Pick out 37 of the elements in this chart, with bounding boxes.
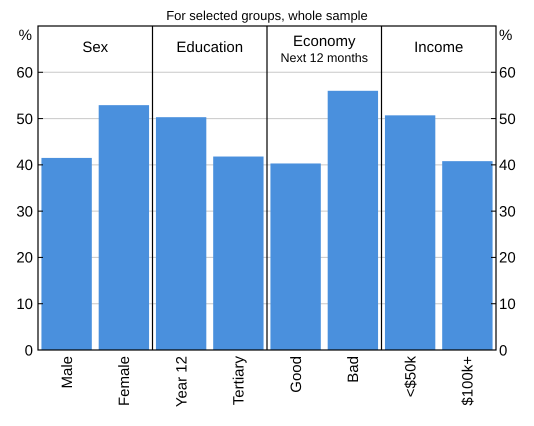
- x-tick-label: Male: [58, 356, 76, 389]
- y2-tick-label: 40: [499, 157, 516, 174]
- annotation: Education: [176, 39, 244, 56]
- bar: [384, 115, 436, 350]
- bar: [98, 105, 150, 350]
- annotation: Sex: [82, 39, 109, 56]
- annotation: Economy Next 12 months: [280, 33, 368, 65]
- x-tick-label: Year 12: [173, 356, 190, 408]
- y-tick-label: 20: [16, 250, 33, 267]
- bar: [156, 117, 206, 350]
- y2-tick-label: 20: [499, 250, 516, 267]
- bar: [213, 156, 264, 350]
- bar: [270, 163, 321, 350]
- x-tick-label: <$50k: [402, 356, 420, 398]
- bar: [442, 161, 493, 350]
- annotation: Income: [414, 39, 464, 56]
- chart-subtitle: For selected groups, whole sample: [166, 8, 368, 23]
- y2-tick-label: 60: [499, 64, 516, 82]
- y-tick-label: 50: [16, 110, 33, 128]
- bar: [328, 90, 378, 350]
- x-tick-label: $100k+: [460, 356, 477, 406]
- x-tick-label: Female: [116, 356, 134, 406]
- y-axis-title: %: [18, 27, 32, 44]
- y2-tick-label: 0: [499, 342, 508, 360]
- y-tick-label: 10: [16, 296, 33, 313]
- y-tick-label: 0: [24, 342, 33, 360]
- y-tick-label: 60: [16, 64, 33, 82]
- bar: [41, 158, 92, 350]
- x-tick-label: Good: [288, 356, 305, 393]
- x-tick-label: Tertiary: [230, 356, 248, 406]
- y2-tick-label: 30: [499, 203, 516, 220]
- y2-tick-label: 10: [499, 296, 516, 313]
- x-tick-label: Bad: [345, 356, 362, 383]
- y2-tick-label: 50: [499, 110, 516, 128]
- y2-axis-title: %: [499, 27, 512, 44]
- y-tick-label: 30: [16, 203, 33, 220]
- y-tick-label: 40: [16, 157, 33, 174]
